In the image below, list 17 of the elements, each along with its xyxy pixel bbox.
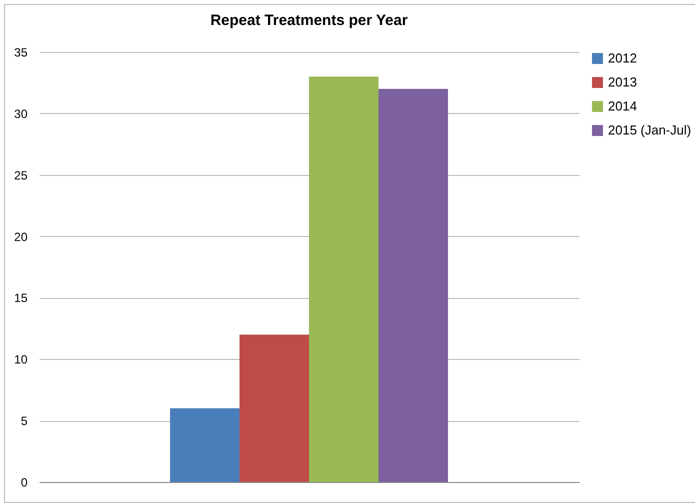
bar [170, 408, 240, 482]
legend-label: 2012 [608, 50, 637, 66]
legend-label: 2015 (Jan-Jul) [608, 122, 692, 138]
y-tick-label: 10 [14, 352, 28, 367]
y-tick-label: 0 [20, 476, 28, 490]
y-tick-label: 20 [14, 230, 28, 244]
y-tick-label: 30 [14, 106, 28, 121]
y-tick-label: 5 [20, 414, 28, 428]
y-tick-label: 35 [14, 46, 28, 60]
bar [378, 88, 448, 482]
y-tick-label: 25 [14, 168, 28, 182]
legend-label: 2013 [608, 74, 637, 90]
bar [309, 76, 378, 482]
y-tick-label: 15 [14, 291, 28, 306]
bar [240, 334, 309, 482]
legend-label: 2014 [608, 98, 637, 114]
chart-title: Repeat Treatments per Year [210, 12, 408, 29]
